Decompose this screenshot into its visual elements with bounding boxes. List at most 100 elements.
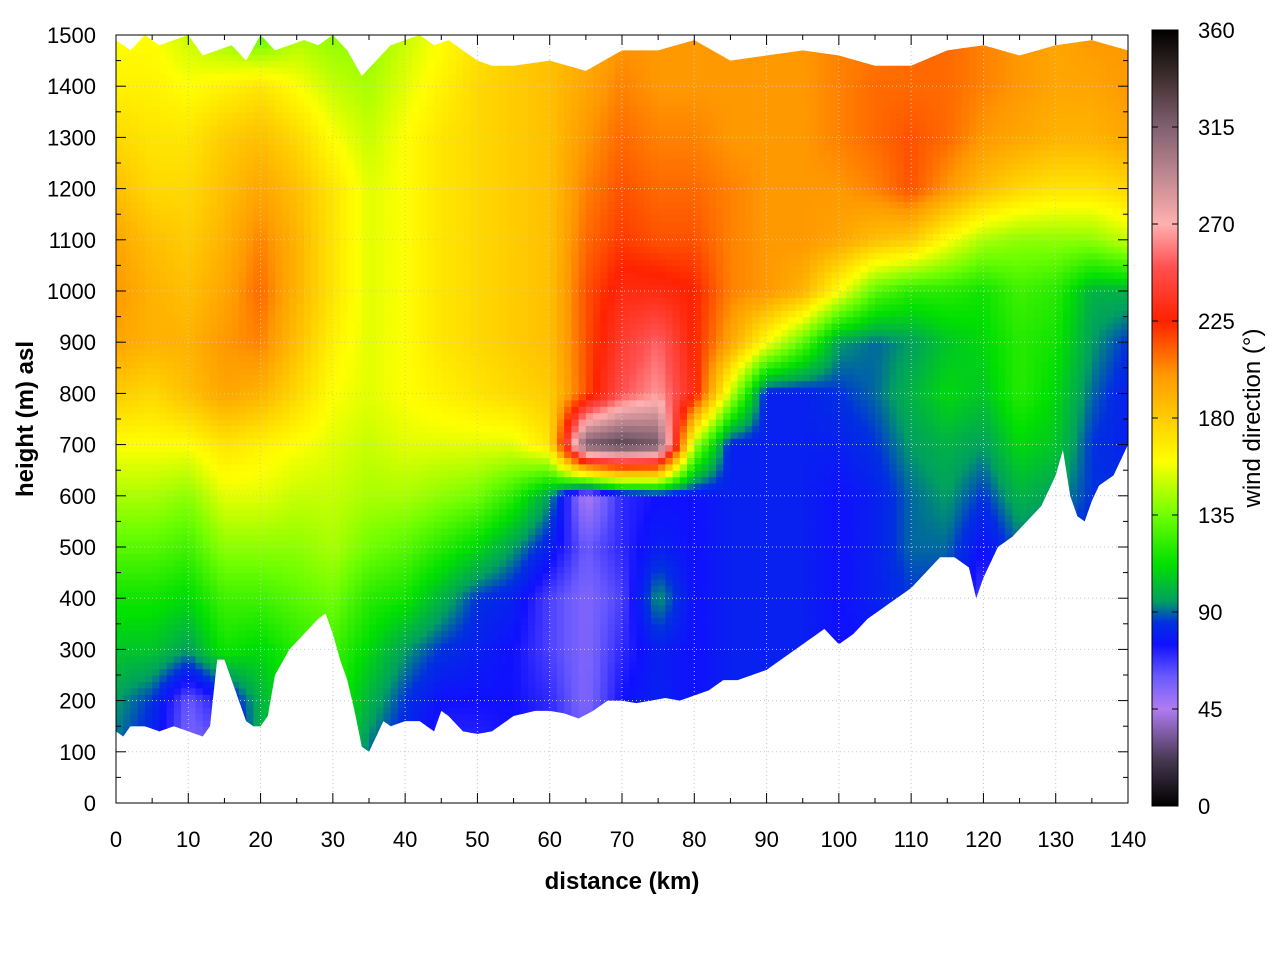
field-cell <box>209 259 218 266</box>
field-cell <box>116 169 124 177</box>
field-cell <box>390 169 399 177</box>
field-cell <box>209 598 218 606</box>
field-cell <box>188 579 197 586</box>
field-cell <box>267 470 276 478</box>
field-cell <box>412 758 420 765</box>
field-cell <box>296 662 305 670</box>
field-cell <box>383 387 392 394</box>
field-cell <box>123 547 132 554</box>
field-cell <box>311 636 319 644</box>
field-cell <box>267 719 276 727</box>
field-cell <box>253 412 262 420</box>
field-cell <box>231 681 240 689</box>
field-cell <box>246 719 254 727</box>
field-cell <box>123 771 131 778</box>
field-cell <box>152 348 160 356</box>
field-cell <box>253 508 262 516</box>
field-cell <box>275 92 283 100</box>
field-cell <box>188 662 197 670</box>
field-cell <box>137 521 146 529</box>
field-cell <box>303 41 312 49</box>
field-cell <box>376 572 385 580</box>
field-cell <box>130 579 139 586</box>
field-cell <box>137 572 146 580</box>
field-cell <box>361 675 370 682</box>
field-cell <box>224 655 233 663</box>
field-cell <box>195 227 204 234</box>
field-cell <box>195 323 204 330</box>
field-cell <box>347 559 356 567</box>
field-cell <box>238 316 247 324</box>
field-cell <box>152 79 160 87</box>
field-cell <box>166 150 175 158</box>
field-cell <box>137 111 146 119</box>
field-cell <box>347 54 356 62</box>
field-cell <box>332 265 341 273</box>
field-cell <box>376 143 385 151</box>
field-cell <box>188 566 197 574</box>
field-cell <box>289 758 297 765</box>
field-cell <box>282 713 291 721</box>
field-cell <box>405 707 413 714</box>
field-cell <box>311 547 319 554</box>
field-cell <box>116 636 124 644</box>
field-cell <box>332 131 341 138</box>
field-cell <box>325 163 334 170</box>
field-cell <box>340 99 348 106</box>
field-cell <box>267 374 276 382</box>
field-cell <box>246 419 254 426</box>
field-cell <box>412 457 421 465</box>
field-cell <box>296 35 305 42</box>
field-cell <box>238 220 247 228</box>
field-cell <box>376 675 385 682</box>
field-cell <box>354 73 363 81</box>
field-cell <box>260 367 269 375</box>
field-cell <box>383 630 392 638</box>
field-cell <box>325 451 334 458</box>
field-cell <box>354 502 363 510</box>
field-cell <box>231 137 240 145</box>
field-cell <box>123 47 132 55</box>
field-cell <box>361 182 370 190</box>
field-cell <box>144 92 153 100</box>
field-cell <box>260 182 269 190</box>
field-cell <box>116 182 124 190</box>
field-cell <box>369 323 377 330</box>
field-cell <box>209 323 218 330</box>
field-cell <box>282 252 291 260</box>
field-cell <box>267 438 276 446</box>
field-cell <box>188 220 197 228</box>
field-cell <box>188 73 197 81</box>
field-cell <box>195 169 204 177</box>
field-cell <box>188 214 197 222</box>
field-cell <box>144 489 153 497</box>
field-cell <box>361 694 370 702</box>
field-cell <box>340 73 348 81</box>
field-cell <box>195 630 204 638</box>
field-cell <box>361 521 370 529</box>
field-cell <box>238 169 247 177</box>
field-cell <box>376 617 385 625</box>
field-cell <box>296 655 305 663</box>
field-cell <box>202 35 211 42</box>
field-cell <box>253 124 262 132</box>
field-cell <box>369 457 377 465</box>
field-cell <box>397 374 406 382</box>
field-cell <box>333 771 341 778</box>
field-cell <box>159 220 168 228</box>
field-cell <box>202 553 211 561</box>
field-cell <box>260 719 269 727</box>
field-cell <box>202 470 211 478</box>
field-cell <box>159 643 168 650</box>
field-cell <box>340 195 348 202</box>
field-cell <box>144 739 153 746</box>
field-cell <box>282 99 291 106</box>
field-cell <box>332 380 341 388</box>
field-cell <box>332 527 341 535</box>
field-cell <box>311 387 319 394</box>
field-cell <box>224 412 233 420</box>
field-cell <box>405 476 413 484</box>
field-cell <box>296 566 305 574</box>
field-cell <box>347 502 356 510</box>
field-cell <box>144 169 153 177</box>
